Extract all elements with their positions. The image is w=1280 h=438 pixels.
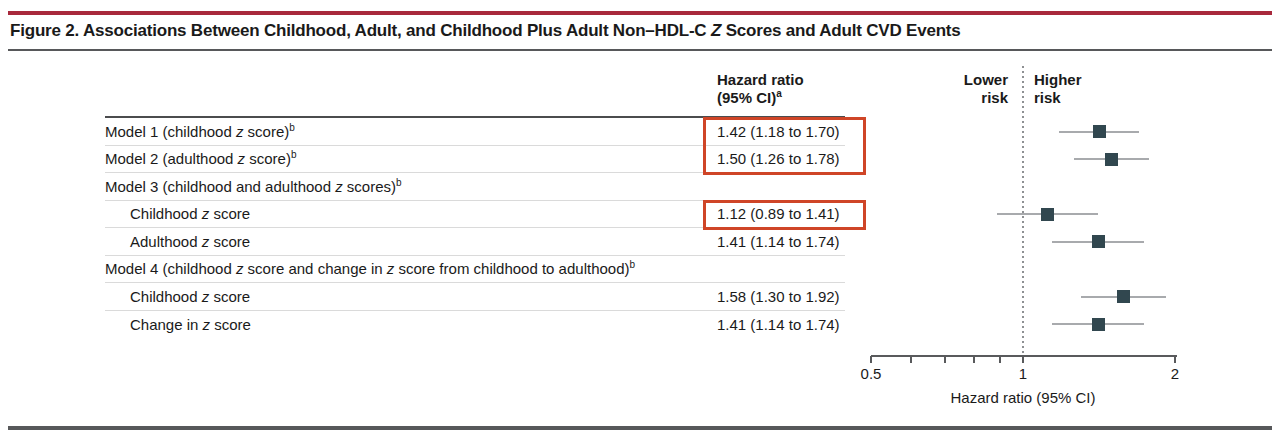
top-banner-rule [8,11,1272,15]
hazard-ratio-value: 1.42 (1.18 to 1.70) [703,123,845,140]
results-table: Model 1 (childhood z score)b1.42 (1.18 t… [105,116,845,338]
table-row: Change in z score1.41 (1.14 to 1.74) [105,311,845,339]
point-estimate-marker [1092,235,1105,248]
x-axis-title: Hazard ratio (95% CI) [950,389,1095,406]
axis-tick [870,356,872,363]
axis-tick [910,356,912,363]
row-label: Model 1 (childhood z score)b [105,123,703,140]
point-estimate-marker [1041,208,1054,221]
row-label: Adulthood z score [105,233,703,250]
hazard-ratio-value: 1.12 (0.89 to 1.41) [703,205,845,222]
higher-risk-label: Higherrisk [1034,71,1082,107]
row-label: Model 2 (adulthood z score)b [105,150,703,167]
table-row: Adulthood z score1.41 (1.14 to 1.74) [105,228,845,256]
table-row: Model 3 (childhood and adulthood z score… [105,173,845,201]
point-estimate-marker [1093,125,1106,138]
row-label: Childhood z score [105,288,703,305]
axis-tick [999,356,1001,363]
row-label: Change in z score [105,316,703,333]
point-estimate-marker [1092,318,1105,331]
axis-tick-label: 2 [1171,365,1179,382]
axis-tick-label: 0.5 [861,365,882,382]
bottom-rule [8,426,1272,430]
title-divider-rule [8,49,1272,51]
reference-line [1022,66,1024,355]
table-row: Childhood z score1.12 (0.89 to 1.41) [105,201,845,229]
figure-2-forest-plot: Figure 2. Associations Between Childhood… [0,0,1280,438]
hazard-ratio-value: 1.41 (1.14 to 1.74) [703,233,845,250]
table-row: Model 1 (childhood z score)b1.42 (1.18 t… [105,118,845,146]
point-estimate-marker [1105,153,1118,166]
axis-tick [1022,356,1024,363]
hazard-ratio-value: 1.50 (1.26 to 1.78) [703,150,845,167]
table-row: Childhood z score1.58 (1.30 to 1.92) [105,283,845,311]
row-label: Childhood z score [105,205,703,222]
table-row: Model 4 (childhood z score and change in… [105,256,845,284]
axis-tick-label: 1 [1019,365,1027,382]
lower-risk-label: Lowerrisk [964,71,1008,107]
figure-title: Figure 2. Associations Between Childhood… [10,21,961,41]
axis-tick [973,356,975,363]
table-row: Model 2 (adulthood z score)b1.50 (1.26 t… [105,146,845,174]
hazard-ratio-value: 1.58 (1.30 to 1.92) [703,288,845,305]
x-axis-line [871,355,1177,357]
row-label: Model 3 (childhood and adulthood z score… [105,178,703,195]
axis-tick [944,356,946,363]
point-estimate-marker [1117,290,1130,303]
row-label: Model 4 (childhood z score and change in… [105,260,703,277]
axis-tick [1174,356,1176,363]
hazard-ratio-column-header: Hazard ratio(95% CI)a [717,71,804,107]
hazard-ratio-value: 1.41 (1.14 to 1.74) [703,316,845,333]
